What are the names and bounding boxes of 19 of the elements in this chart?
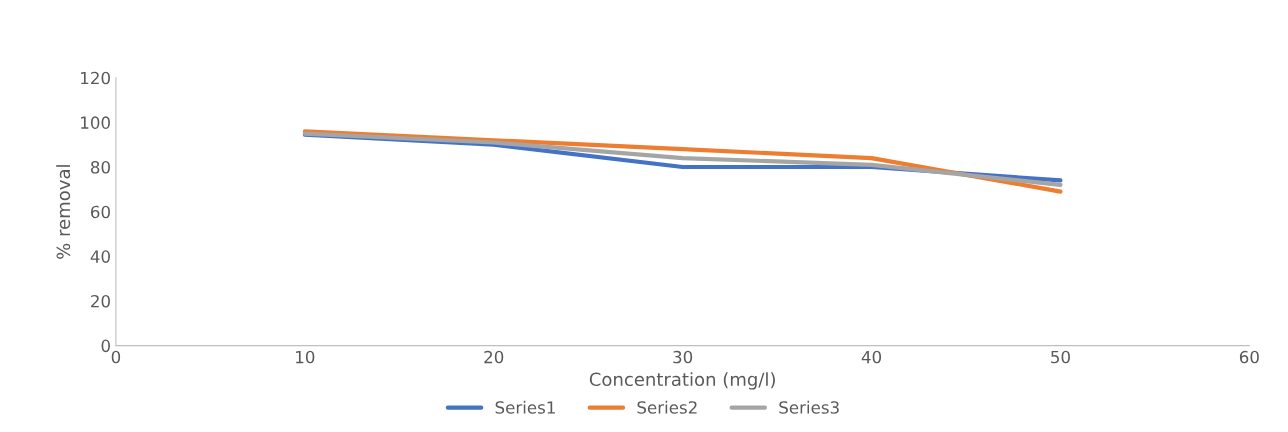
y-axis-title: % removal <box>56 165 71 259</box>
y-tick-label: 20 <box>91 294 110 308</box>
x-tick-label: 60 <box>1239 350 1259 364</box>
legend-label: Series3 <box>779 400 839 414</box>
x-tick-label: 0 <box>111 350 121 364</box>
x-tick-label: 50 <box>1051 350 1070 364</box>
y-tick-label: 100 <box>81 116 110 129</box>
legend-label: Series1 <box>495 400 555 414</box>
x-axis-title: Concentration (mg/l) <box>589 372 775 390</box>
y-tick-label: 120 <box>81 71 110 85</box>
x-tick-label: 40 <box>861 350 882 364</box>
y-tick-label: 0 <box>101 339 110 353</box>
x-tick-label: 20 <box>484 350 504 364</box>
y-tick-label: 40 <box>90 250 110 263</box>
y-tick-label: 60 <box>91 205 110 219</box>
y-tick-label: 80 <box>90 161 110 174</box>
legend-label: Series2 <box>637 400 697 414</box>
x-tick-label: 10 <box>296 350 315 364</box>
x-tick-label: 30 <box>673 350 693 364</box>
